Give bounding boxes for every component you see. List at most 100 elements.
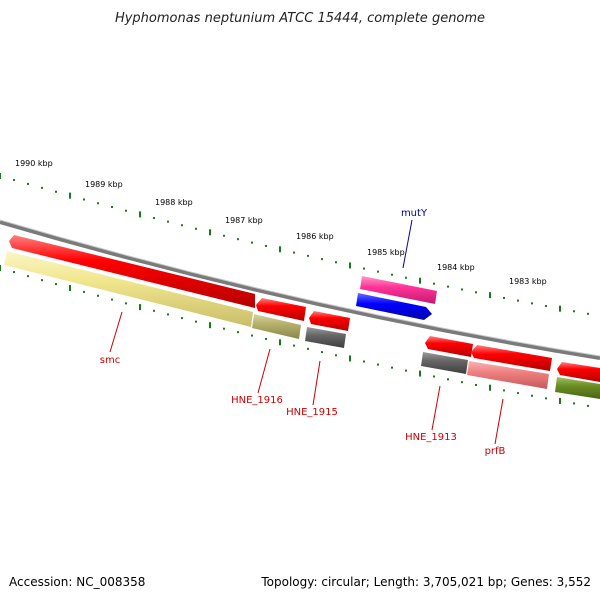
inner-minor-tick bbox=[363, 360, 365, 363]
outer-major-tick bbox=[279, 246, 281, 253]
scale-label-1984: 1984 kbp bbox=[437, 263, 475, 272]
outer-minor-tick bbox=[181, 224, 183, 227]
outer-minor-tick bbox=[503, 296, 505, 299]
cog-HNE_1915[interactable] bbox=[305, 327, 346, 348]
outer-minor-tick bbox=[391, 273, 393, 276]
scale-labels: 1990 kbp 1989 kbp 1988 kbp 1987 kbp 1986… bbox=[15, 159, 547, 286]
gene-leader-lines bbox=[109, 219, 504, 445]
gene-label-prfB[interactable]: prfB bbox=[485, 446, 506, 457]
feature-mutY-gene[interactable] bbox=[360, 276, 437, 304]
outer-major-tick bbox=[69, 192, 71, 199]
inner-minor-tick bbox=[125, 302, 127, 305]
scale-ticks-inner bbox=[0, 265, 589, 407]
topology-text: Topology: circular; Length: 3,705,021 bp… bbox=[260, 575, 591, 589]
outer-minor-tick bbox=[433, 282, 435, 285]
outer-minor-tick bbox=[293, 251, 295, 254]
outer-minor-tick bbox=[125, 209, 127, 212]
outer-major-tick bbox=[209, 229, 211, 236]
inner-minor-tick bbox=[391, 366, 393, 369]
leader-smc bbox=[109, 311, 123, 353]
outer-minor-tick bbox=[83, 198, 85, 201]
inner-major-tick bbox=[559, 397, 561, 404]
scale-label-1989: 1989 kbp bbox=[85, 180, 123, 189]
inner-major-tick bbox=[419, 370, 421, 377]
outer-minor-tick bbox=[545, 305, 547, 308]
gene-label-mutY[interactable]: mutY bbox=[401, 208, 428, 219]
inner-minor-tick bbox=[321, 351, 323, 354]
outer-minor-tick bbox=[265, 244, 267, 247]
cog-prfB[interactable] bbox=[467, 361, 549, 389]
inner-major-tick bbox=[139, 304, 141, 311]
genome-backbone bbox=[0, 220, 600, 360]
outer-minor-tick bbox=[573, 310, 575, 313]
cog-track bbox=[4, 251, 600, 399]
outer-minor-tick bbox=[517, 299, 519, 302]
feature-smc-gene[interactable] bbox=[9, 235, 255, 308]
inner-minor-tick bbox=[307, 347, 309, 350]
inner-minor-tick bbox=[195, 320, 197, 323]
inner-minor-tick bbox=[223, 327, 225, 330]
inner-minor-tick bbox=[293, 344, 295, 347]
forward-strand-features bbox=[9, 235, 600, 382]
outer-minor-tick bbox=[13, 178, 15, 181]
scale-label-1986: 1986 kbp bbox=[296, 232, 334, 241]
inner-minor-tick bbox=[153, 309, 155, 312]
scale-label-1990: 1990 kbp bbox=[15, 159, 53, 168]
inner-major-tick bbox=[209, 322, 211, 329]
inner-major-tick bbox=[69, 285, 71, 292]
inner-minor-tick bbox=[83, 290, 85, 293]
inner-major-tick bbox=[0, 265, 1, 271]
scale-label-1983: 1983 kbp bbox=[509, 277, 547, 286]
cog-HNE_1916[interactable] bbox=[252, 314, 301, 339]
map-title: Hyphomonas neptunium ATCC 15444, complet… bbox=[115, 11, 485, 26]
outer-minor-tick bbox=[111, 205, 113, 208]
outer-minor-tick bbox=[335, 261, 337, 264]
inner-minor-tick bbox=[517, 392, 519, 395]
feature-prfB-gene[interactable] bbox=[471, 345, 552, 371]
gene-label-smc[interactable]: smc bbox=[100, 355, 120, 366]
inner-minor-tick bbox=[335, 354, 337, 357]
gene-label-HNE_1916[interactable]: HNE_1916 bbox=[231, 395, 283, 406]
scale-label-1987: 1987 kbp bbox=[225, 216, 263, 225]
cog-HNE_1913[interactable] bbox=[421, 352, 468, 374]
inner-minor-tick bbox=[503, 389, 505, 392]
inner-minor-tick bbox=[433, 375, 435, 378]
cog-next[interactable] bbox=[555, 377, 600, 399]
outer-minor-tick bbox=[41, 186, 43, 189]
gene-label-HNE_1915[interactable]: HNE_1915 bbox=[286, 407, 338, 418]
gene-label-HNE_1913[interactable]: HNE_1913 bbox=[405, 432, 457, 443]
feature-HNE_1916-gene[interactable] bbox=[256, 298, 306, 321]
outer-minor-tick bbox=[55, 190, 57, 193]
outer-minor-tick bbox=[97, 202, 99, 205]
leader-prfB bbox=[494, 398, 504, 445]
outer-major-tick bbox=[559, 305, 561, 312]
feature-HNE_1915-gene[interactable] bbox=[309, 311, 350, 331]
outer-minor-tick bbox=[363, 267, 365, 270]
cog-smc[interactable] bbox=[4, 251, 253, 327]
feature-next-gene[interactable] bbox=[557, 362, 600, 382]
inner-major-tick bbox=[489, 384, 491, 391]
scale-label-1988: 1988 kbp bbox=[155, 198, 193, 207]
outer-minor-tick bbox=[167, 220, 169, 223]
feature-HNE_1913-gene[interactable] bbox=[425, 336, 473, 357]
inner-minor-tick bbox=[265, 337, 267, 340]
inner-minor-tick bbox=[111, 298, 113, 301]
outer-minor-tick bbox=[223, 234, 225, 237]
outer-minor-tick bbox=[27, 182, 29, 185]
outer-major-tick bbox=[0, 173, 1, 179]
outer-minor-tick bbox=[475, 291, 477, 294]
gene-labels: smc HNE_1916 HNE_1915 mutY HNE_1913 prfB bbox=[100, 208, 506, 457]
feature-mutY-cds[interactable] bbox=[356, 293, 432, 320]
inner-minor-tick bbox=[167, 313, 169, 316]
inner-minor-tick bbox=[237, 331, 239, 334]
scale-ticks-outer bbox=[0, 173, 589, 315]
outer-major-tick bbox=[419, 277, 421, 284]
leader-mutY bbox=[402, 219, 413, 269]
inner-minor-tick bbox=[475, 383, 477, 386]
inner-minor-tick bbox=[97, 294, 99, 297]
reverse-strand-features bbox=[356, 276, 437, 320]
inner-major-tick bbox=[349, 355, 351, 362]
inner-minor-tick bbox=[545, 397, 547, 400]
outer-minor-tick bbox=[377, 270, 379, 273]
inner-minor-tick bbox=[531, 394, 533, 397]
